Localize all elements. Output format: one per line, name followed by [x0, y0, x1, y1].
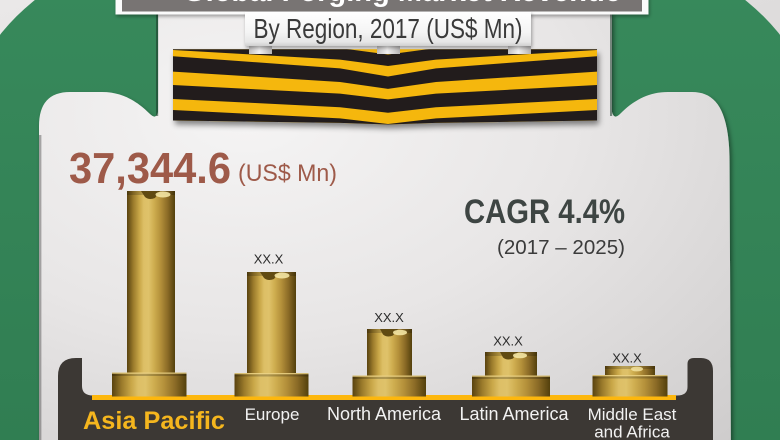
svg-text:Latin America: Latin America	[459, 404, 569, 424]
svg-text:North America: North America	[327, 404, 442, 424]
svg-text:(2017 – 2025): (2017 – 2025)	[497, 237, 625, 259]
svg-text:Asia Pacific: Asia Pacific	[83, 407, 225, 435]
svg-text:37,344.6: 37,344.6	[69, 144, 231, 193]
svg-text:XX.X: XX.X	[374, 310, 404, 325]
svg-text:XX.X: XX.X	[612, 351, 642, 366]
svg-text:and Africa: and Africa	[594, 423, 670, 441]
svg-text:CAGR 4.4%: CAGR 4.4%	[464, 193, 625, 231]
svg-text:By Region, 2017 (US$ Mn): By Region, 2017 (US$ Mn)	[254, 13, 523, 44]
svg-text:XX.X: XX.X	[254, 252, 284, 267]
svg-text:Middle East: Middle East	[588, 405, 677, 424]
svg-text:XX.X: XX.X	[493, 334, 523, 349]
svg-text:Europe: Europe	[245, 405, 300, 424]
svg-text:(US$ Mn): (US$ Mn)	[238, 160, 337, 187]
svg-text:Global Forging Market Revenue: Global Forging Market Revenue	[183, 0, 621, 8]
